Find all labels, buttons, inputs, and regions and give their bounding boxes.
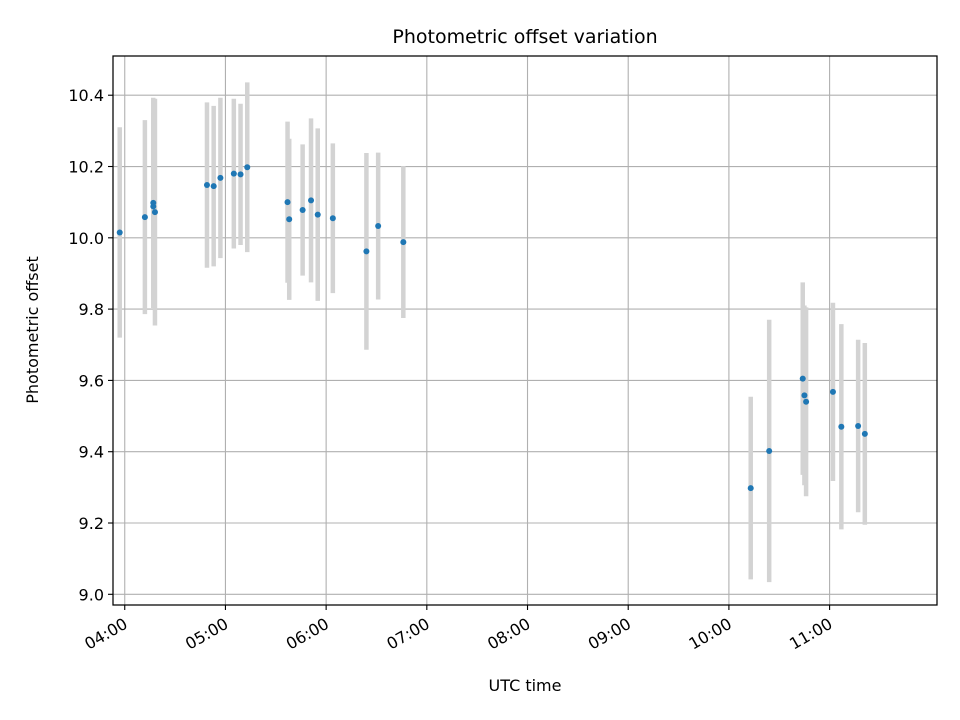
- x-axis-label: UTC time: [489, 676, 562, 695]
- y-tick-label: 9.2: [79, 514, 104, 533]
- data-point: [150, 203, 157, 210]
- data-point: [829, 388, 836, 395]
- data-point: [203, 182, 210, 189]
- data-point: [244, 164, 251, 171]
- data-point: [314, 211, 321, 218]
- y-tick-label: 9.4: [79, 443, 104, 462]
- data-point: [400, 239, 407, 246]
- data-point: [375, 223, 382, 230]
- grid-lines: [113, 56, 937, 605]
- data-point: [861, 430, 868, 437]
- y-tick-label: 9.0: [79, 585, 104, 604]
- plot-area: [113, 56, 937, 605]
- data-point: [855, 423, 862, 430]
- data-point: [116, 229, 123, 236]
- data-point: [217, 174, 224, 181]
- plot-frame: [112, 55, 938, 606]
- data-point: [286, 216, 293, 223]
- data-point: [237, 171, 244, 178]
- y-axis: 9.0 9.2 9.4 9.6 9.8 10.0 10.2 10.4: [68, 86, 113, 604]
- data-point: [308, 197, 315, 204]
- data-point: [801, 392, 808, 399]
- data-point: [747, 485, 754, 492]
- y-tick-label: 10.2: [68, 158, 104, 177]
- data-point: [151, 209, 158, 216]
- data-points: [116, 164, 868, 492]
- y-tick-label: 10.4: [68, 86, 104, 105]
- y-tick-label: 9.6: [79, 371, 104, 390]
- y-tick-label: 9.8: [79, 300, 104, 319]
- data-point: [210, 183, 217, 190]
- data-point: [284, 199, 291, 206]
- data-point: [230, 170, 237, 177]
- y-axis-label: Photometric offset: [23, 256, 42, 404]
- y-tick-label: 10.0: [68, 229, 104, 248]
- data-point: [838, 423, 845, 430]
- data-point: [363, 248, 370, 255]
- data-point: [141, 214, 148, 221]
- data-point: [329, 215, 336, 222]
- data-point: [766, 447, 773, 454]
- data-point: [803, 398, 810, 405]
- data-point: [799, 375, 806, 382]
- chart-title: Photometric offset variation: [392, 26, 657, 48]
- data-point: [299, 207, 306, 214]
